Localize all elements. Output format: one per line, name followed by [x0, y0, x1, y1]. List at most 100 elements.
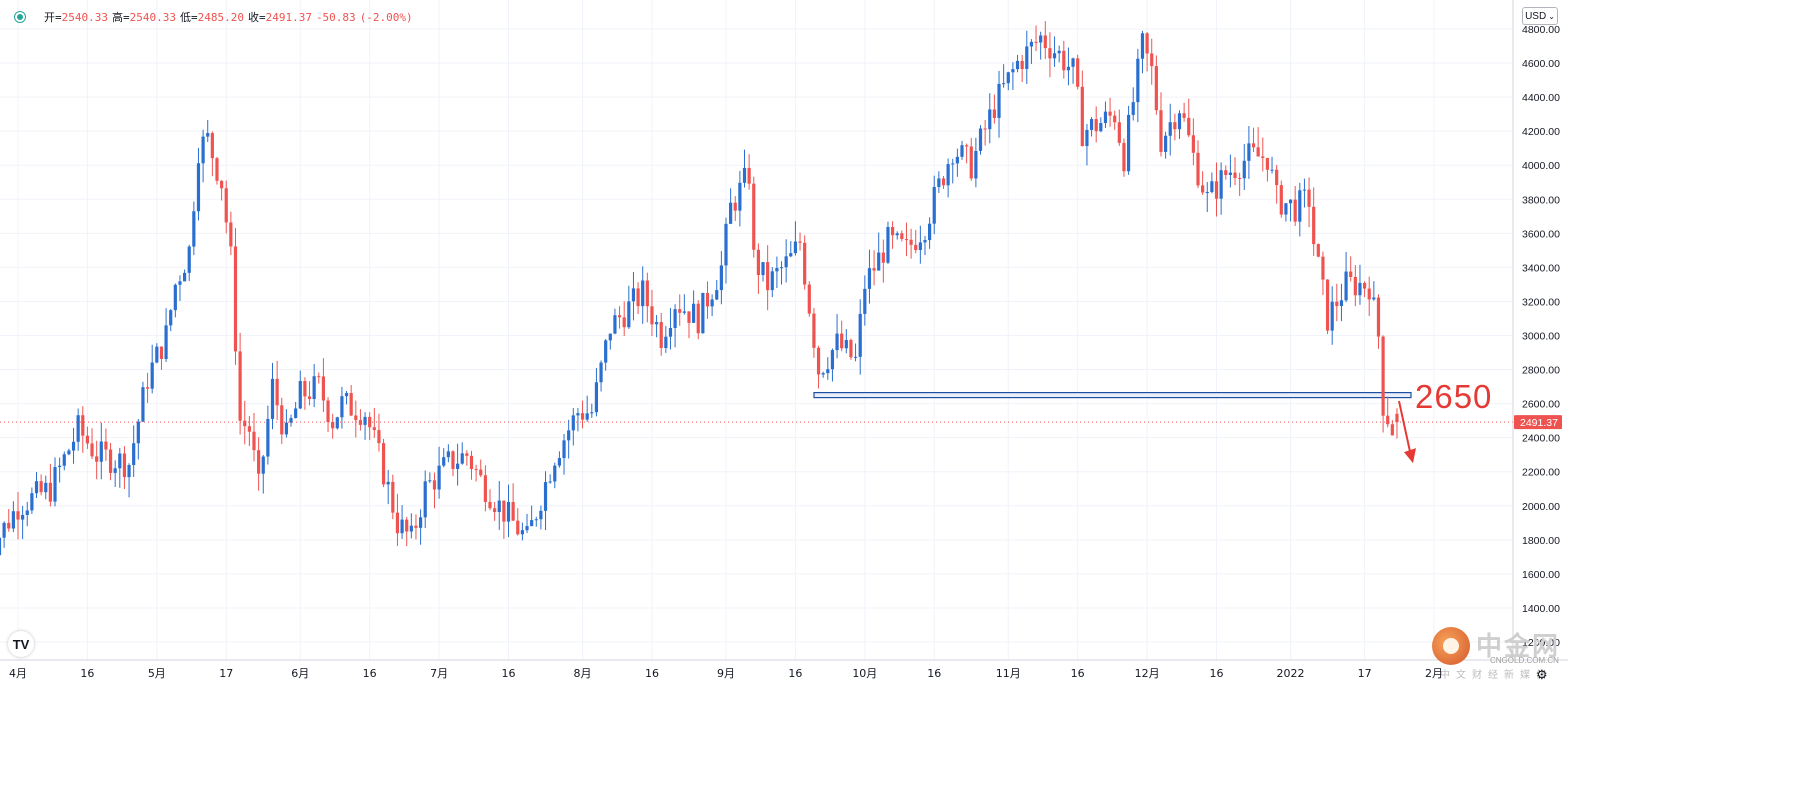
watermark-url: CNGOLD.COM.CN — [1490, 656, 1559, 665]
price-tick-label: 1600.00 — [1522, 569, 1560, 581]
candle-body — [978, 128, 983, 151]
candle-body — [377, 430, 381, 444]
candle-body — [1066, 66, 1071, 71]
candle-body — [25, 510, 29, 515]
candle-body — [775, 267, 779, 272]
candle-body — [1006, 72, 1010, 84]
price-tick-label: 3800.00 — [1522, 194, 1560, 206]
candle-body — [1057, 50, 1061, 54]
candle-body — [784, 256, 788, 268]
candle-body — [793, 241, 798, 254]
candle-body — [530, 520, 534, 527]
candle-body — [312, 376, 316, 400]
gear-icon[interactable]: ⚙ — [1536, 667, 1548, 682]
candle-body — [122, 453, 127, 478]
candle-body — [701, 292, 705, 334]
candle-body — [1205, 192, 1209, 194]
candle-body — [1034, 41, 1038, 43]
candle-body — [1039, 35, 1043, 43]
candle-body — [1362, 282, 1367, 289]
price-tick-label: 2000.00 — [1522, 501, 1560, 513]
candle-body — [1201, 185, 1205, 193]
candle-body — [349, 393, 353, 416]
candle-body — [1275, 169, 1279, 186]
time-axis: 4月 16 5月 17 6月 16 7月 16 8月 16 9月 16 10月 16 11月 16 12月 16 2… — [0, 659, 1568, 680]
price-axis: 4800.00 4600.00 4400.00 4200.00 4000.00 3800.… — [1512, 0, 1562, 660]
candle-body — [858, 313, 862, 357]
candle-body — [914, 244, 918, 250]
candle-body — [354, 415, 358, 421]
price-chart[interactable]: 4800.00 4600.00 4400.00 4200.00 4000.00 3800.… — [0, 0, 1568, 687]
candle-body — [456, 463, 460, 469]
status-dot-icon — [14, 11, 26, 23]
candle-body — [479, 469, 483, 476]
candle-body — [1293, 199, 1297, 222]
candle-body — [1279, 185, 1283, 215]
candle-body — [1395, 413, 1399, 423]
time-tick-label: 16 — [80, 667, 94, 680]
candle-body — [604, 340, 608, 363]
candle-body — [85, 435, 90, 444]
candle-body — [803, 242, 807, 285]
candle-body — [159, 346, 164, 359]
candle-body — [636, 288, 640, 307]
candle-body — [0, 537, 2, 556]
candle-body — [81, 415, 85, 436]
candle-body — [1191, 135, 1195, 153]
close-value: 2491.37 — [265, 10, 312, 24]
candle-body — [233, 246, 238, 352]
time-tick-label: 16 — [363, 667, 377, 680]
candle-body — [1187, 117, 1191, 136]
candle-body — [955, 156, 959, 164]
candle-body — [275, 378, 279, 406]
candle-body — [1307, 189, 1311, 207]
candle-body — [534, 519, 538, 521]
candle-body — [747, 167, 751, 184]
candle-body — [1062, 50, 1066, 71]
candle-body — [358, 420, 363, 425]
candle-body — [826, 369, 830, 374]
price-tick-label: 4400.00 — [1522, 92, 1560, 104]
candle-body — [1196, 152, 1200, 186]
candle-body — [969, 146, 973, 179]
level-annotation-label: 2650 — [1415, 378, 1493, 415]
candle-body — [951, 163, 955, 165]
candle-body — [331, 422, 335, 429]
time-tick-label: 17 — [219, 667, 233, 680]
candle-body — [645, 280, 649, 307]
horizontal-level-2650 — [0, 391, 1513, 423]
candle-body — [381, 443, 386, 485]
candle-body — [270, 378, 275, 419]
candle-body — [904, 239, 909, 241]
candle-body — [1302, 189, 1307, 191]
tradingview-logo-icon[interactable]: TV — [8, 631, 34, 657]
candle-body — [974, 150, 978, 179]
candle-body — [867, 268, 872, 289]
price-tick-label: 3200.00 — [1522, 296, 1560, 308]
candle-body — [289, 418, 293, 423]
candle-body — [497, 500, 501, 513]
candle-body — [1122, 142, 1126, 172]
candle-body — [1150, 53, 1154, 67]
price-tick-label: 2600.00 — [1522, 399, 1560, 411]
candle-body — [946, 164, 950, 186]
annotation-arrow — [1398, 400, 1416, 464]
candle-body — [405, 519, 409, 532]
currency-selector[interactable]: USD ⌄ — [1522, 7, 1558, 25]
candle-body — [469, 455, 474, 470]
candle-body — [863, 288, 867, 314]
candle-body — [428, 480, 432, 482]
low-value: 2485.20 — [197, 10, 244, 24]
price-tick-label: 1400.00 — [1522, 603, 1560, 615]
candle-body — [1131, 102, 1135, 115]
chart-app: 4800.00 4600.00 4400.00 4200.00 4000.00 3800.… — [0, 0, 1568, 687]
candle-body — [196, 163, 201, 212]
candle-body — [187, 246, 191, 273]
candle-body — [654, 322, 659, 325]
candle-body — [900, 233, 904, 240]
candle-body — [627, 301, 631, 328]
candle-body — [326, 400, 330, 423]
candle-body — [789, 253, 793, 257]
candle-body — [368, 416, 372, 428]
time-tick-label: 5月 — [148, 667, 166, 680]
